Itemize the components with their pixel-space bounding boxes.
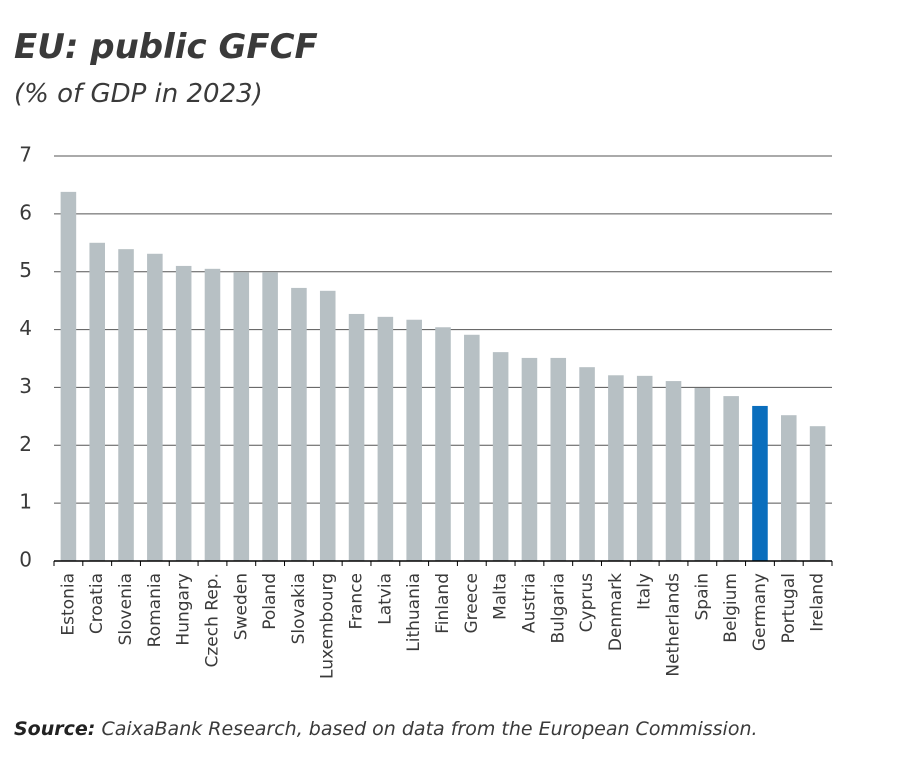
bar — [464, 334, 480, 561]
x-tick-label: Austria — [519, 573, 539, 633]
bar — [89, 242, 106, 562]
source-text: CaixaBank Research, based on data from t… — [101, 718, 757, 740]
bar — [204, 268, 221, 561]
bar — [492, 352, 509, 561]
bar — [780, 415, 797, 561]
x-tick-label: Spain — [692, 573, 712, 621]
x-tick-label: Hungary — [174, 573, 194, 646]
x-tick-label: Latvia — [375, 573, 395, 625]
bar — [406, 319, 422, 561]
x-tick-label: France — [347, 573, 367, 630]
bar — [348, 313, 365, 561]
y-tick-label: 5 — [19, 258, 32, 282]
bar — [608, 375, 624, 561]
x-tick-label: Sweden — [231, 573, 251, 640]
x-tick-label: Croatia — [87, 573, 107, 634]
x-tick-label: Ireland — [808, 573, 828, 632]
y-tick-label: 1 — [19, 490, 32, 514]
y-tick-label: 6 — [19, 200, 32, 224]
x-tick-label: Romania — [145, 573, 165, 647]
x-tick-label: Belgium — [721, 573, 741, 643]
bar — [118, 249, 134, 561]
bar — [435, 327, 451, 561]
x-tick-label: Slovakia — [289, 573, 309, 644]
x-tick-label: Estonia — [58, 573, 78, 636]
bar — [175, 265, 192, 561]
x-tick-label: Portugal — [779, 573, 799, 643]
y-tick-label: 0 — [19, 548, 32, 572]
x-tick-label: Cyprus — [577, 573, 597, 632]
x-tick-label: Bulgaria — [548, 573, 568, 644]
chart-subtitle: (% of GDP in 2023) — [14, 79, 263, 109]
chart-title: EU: public GFCF — [14, 27, 318, 67]
x-tick-label: Netherlands — [664, 573, 684, 677]
x-tick-label: Denmark — [606, 573, 626, 651]
x-tick-label: Italy — [635, 573, 655, 610]
bar — [521, 357, 538, 561]
bar — [694, 388, 711, 561]
y-tick-label: 7 — [19, 143, 32, 167]
bar — [233, 272, 250, 561]
bar — [550, 357, 567, 561]
x-tick-label: Czech Rep. — [202, 573, 222, 667]
source: Source: CaixaBank Research, based on dat… — [14, 718, 758, 740]
bar — [262, 272, 278, 561]
bar — [752, 405, 768, 561]
x-tick-label: Finland — [433, 573, 453, 634]
bar — [60, 191, 77, 561]
bar — [291, 287, 307, 561]
bar — [377, 316, 394, 561]
y-tick-label: 2 — [19, 432, 32, 456]
bar — [665, 381, 682, 561]
x-tick-label: Lithuania — [404, 573, 424, 652]
bar — [723, 396, 739, 561]
source-label: Source: — [14, 718, 95, 740]
bar — [809, 426, 826, 561]
x-tick-label: Slovenia — [116, 573, 136, 645]
bar — [636, 375, 653, 561]
x-tick-label: Malta — [491, 573, 511, 620]
x-tick-label: Luxembourg — [318, 573, 338, 679]
y-tick-label: 3 — [19, 374, 32, 398]
bar — [579, 367, 595, 561]
bar — [147, 253, 163, 561]
y-tick-label: 4 — [19, 316, 32, 340]
x-tick-label: Poland — [260, 573, 280, 630]
x-tick-label: Germany — [750, 573, 770, 651]
bar — [319, 290, 336, 561]
x-tick-label: Greece — [462, 573, 482, 634]
